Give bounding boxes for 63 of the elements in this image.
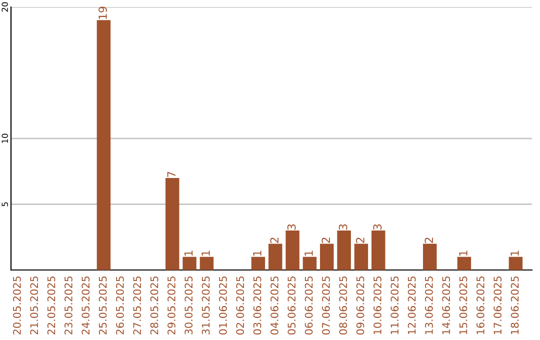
x-tick-label: 12.06.2025 [408, 276, 416, 334]
x-tick-label: 10.06.2025 [374, 276, 382, 334]
data-label: 2 [322, 238, 330, 243]
x-tick-label: 13.06.2025 [425, 276, 433, 334]
data-label: 3 [287, 224, 296, 230]
x-tick-label: 18.06.2025 [510, 276, 519, 334]
data-label: 3 [338, 224, 348, 230]
bar [302, 256, 317, 270]
data-label: 1 [459, 250, 468, 256]
y-tick-label: 20 [2, 2, 8, 12]
data-label: 2 [356, 238, 364, 243]
data-label: 1 [202, 250, 210, 256]
x-tick-label: 08.06.2025 [339, 276, 348, 335]
bar [422, 244, 437, 270]
bar [457, 256, 472, 270]
bar [354, 244, 368, 270]
bar [337, 230, 351, 270]
x-tick-label: 02.06.2025 [236, 276, 244, 335]
bar [286, 230, 300, 270]
data-label: 1 [304, 250, 313, 256]
x-tick-label: 04.06.2025 [270, 276, 278, 335]
x-tick-label: 28.05.2025 [150, 276, 158, 334]
x-tick-label: 24.05.2025 [82, 276, 90, 334]
x-tick-label: 29.05.2025 [168, 276, 176, 334]
data-label: 2 [424, 238, 433, 243]
data-label: 1 [510, 250, 519, 256]
y-tick-label: 10 [2, 134, 8, 143]
bar [96, 20, 111, 270]
bar [200, 256, 214, 270]
data-label: 3 [373, 224, 382, 230]
x-tick-label: 15.06.2025 [459, 276, 468, 334]
x-tick-label: 05.06.2025 [288, 276, 296, 335]
x-tick-label: 27.05.2025 [133, 276, 142, 334]
x-tick-label: 20.05.2025 [13, 276, 21, 334]
x-tick-label: 26.05.2025 [116, 276, 124, 334]
bar [508, 256, 523, 270]
x-tick-label: 01.06.2025 [219, 276, 227, 335]
x-tick-label: 07.06.2025 [322, 276, 330, 335]
x-tick-label: 06.06.2025 [304, 276, 313, 335]
x-tick-label: 30.05.2025 [184, 276, 193, 334]
bar [251, 256, 266, 270]
x-tick-label: 25.05.2025 [98, 276, 107, 334]
x-tick-label: 09.06.2025 [356, 276, 364, 335]
x-tick-label: 14.06.2025 [442, 276, 450, 334]
x-tick-label: 17.06.2025 [494, 276, 502, 334]
data-label: 19 [98, 6, 107, 19]
x-tick-label: 03.06.2025 [253, 276, 262, 335]
x-tick-label: 22.05.2025 [47, 276, 56, 334]
bar [182, 256, 196, 270]
data-label: 7 [167, 172, 176, 178]
x-tick-label: 31.05.2025 [202, 276, 210, 334]
x-tick-label: 21.05.2025 [30, 276, 38, 334]
bar [166, 178, 180, 270]
y-tick-label: 5 [2, 202, 8, 206]
data-label: 1 [184, 250, 193, 256]
x-tick-label: 16.06.2025 [476, 276, 484, 334]
x-tick-label: 11.06.2025 [390, 276, 399, 334]
bar [371, 230, 386, 270]
data-label: 1 [253, 250, 262, 256]
data-label: 2 [270, 238, 278, 243]
x-tick-label: 23.05.2025 [64, 276, 72, 334]
bar [268, 244, 282, 270]
bar [320, 244, 334, 270]
